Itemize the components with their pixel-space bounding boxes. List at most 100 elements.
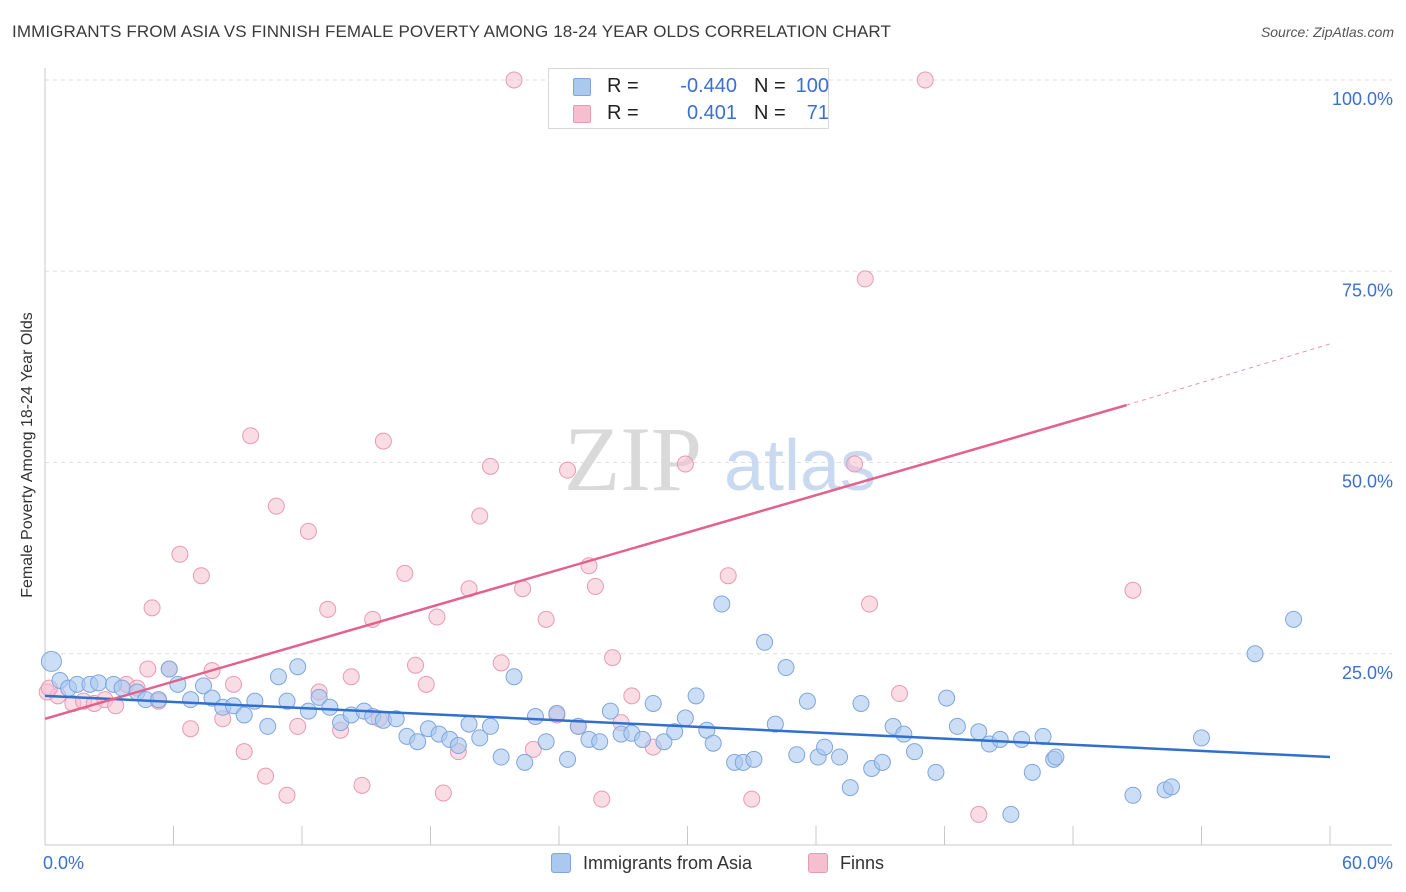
- trend-lines: [44, 343, 1331, 759]
- legend-swatch-pink: [808, 853, 828, 873]
- data-point-immigrants-from-asia: [537, 733, 555, 751]
- legend-swatch-blue: [573, 78, 591, 96]
- trend-line-immigrants-from-asia: [44, 694, 1331, 759]
- data-point-immigrants-from-asia: [766, 715, 784, 733]
- data-point-immigrants-from-asia: [1193, 729, 1210, 747]
- data-point-finns: [257, 767, 275, 785]
- data-point-immigrants-from-asia: [310, 688, 328, 706]
- data-point-immigrants-from-asia: [516, 753, 534, 771]
- data-point-immigrants-from-asia: [299, 702, 317, 720]
- data-point-immigrants-from-asia: [259, 717, 277, 735]
- data-point-finns: [861, 595, 879, 613]
- data-point-finns: [970, 805, 988, 823]
- data-point-immigrants-from-asia: [471, 729, 489, 747]
- data-point-finns: [1124, 581, 1142, 599]
- data-point-finns: [891, 685, 909, 703]
- data-point-immigrants-from-asia: [1246, 645, 1264, 663]
- data-point-immigrants-from-asia: [788, 746, 806, 764]
- data-point-immigrants-from-asia: [409, 733, 427, 751]
- n-value: 71: [806, 102, 829, 124]
- data-point-finns: [139, 660, 157, 678]
- trend-line-finns: [44, 403, 1127, 720]
- data-point-finns: [278, 786, 296, 804]
- data-point-finns: [417, 675, 435, 693]
- data-point-immigrants-from-asia: [182, 691, 200, 709]
- data-point-finns: [289, 717, 307, 735]
- n-value: 100: [795, 75, 829, 97]
- data-point-immigrants-from-asia: [1163, 778, 1181, 796]
- data-point-finns: [407, 656, 425, 674]
- data-point-finns: [856, 270, 874, 288]
- r-label: R =: [607, 102, 639, 124]
- r-value: 0.401: [686, 102, 737, 124]
- y-tick-label: 25.0%: [1342, 663, 1393, 683]
- data-point-finns: [559, 461, 577, 479]
- r-label: R =: [607, 75, 639, 97]
- data-point-immigrants-from-asia: [644, 694, 662, 712]
- data-point-finns: [916, 71, 934, 89]
- r-value: -0.440: [680, 75, 737, 97]
- data-point-immigrants-from-asia: [676, 709, 694, 727]
- data-point-immigrants-from-asia: [559, 750, 577, 768]
- data-point-finns: [593, 790, 611, 808]
- data-point-immigrants-from-asia: [505, 668, 523, 686]
- data-point-finns: [505, 71, 523, 89]
- data-point-immigrants-from-asia: [841, 779, 859, 797]
- data-point-immigrants-from-asia: [481, 717, 499, 735]
- data-point-finns: [235, 743, 253, 761]
- n-label: N =: [754, 75, 786, 97]
- data-point-finns: [524, 740, 542, 758]
- data-point-immigrants-from-asia: [852, 694, 870, 712]
- data-point-immigrants-from-asia: [278, 692, 296, 710]
- data-point-immigrants-from-asia: [1285, 610, 1303, 628]
- data-point-finns: [396, 564, 414, 582]
- data-point-immigrants-from-asia: [591, 733, 609, 751]
- data-point-immigrants-from-asia: [704, 734, 722, 752]
- data-point-finns: [192, 567, 210, 585]
- data-point-immigrants-from-asia: [873, 753, 891, 771]
- data-point-finns: [428, 608, 446, 626]
- data-point-finns: [182, 720, 200, 738]
- data-point-immigrants-from-asia: [666, 723, 684, 741]
- y-tick-label: 50.0%: [1342, 472, 1393, 492]
- data-point-immigrants-from-asia: [948, 717, 966, 735]
- n-label: N =: [754, 102, 786, 124]
- data-point-immigrants-from-asia: [269, 668, 287, 686]
- x-tick-label: 0.0%: [43, 853, 84, 873]
- data-point-immigrants-from-asia: [938, 689, 956, 707]
- data-point-finns: [267, 497, 285, 515]
- data-point-immigrants-from-asia: [1023, 763, 1041, 781]
- data-point-immigrants-from-asia: [777, 659, 795, 677]
- data-point-immigrants-from-asia: [895, 725, 913, 743]
- data-point-finns: [623, 687, 641, 705]
- data-point-immigrants-from-asia: [831, 748, 849, 766]
- data-point-finns: [743, 790, 761, 808]
- data-point-finns: [492, 654, 510, 672]
- data-point-immigrants-from-asia: [1002, 805, 1020, 823]
- data-point-immigrants-from-asia: [687, 687, 705, 705]
- trend-line-finns-extension: [1126, 343, 1331, 406]
- legend-swatch-pink: [573, 105, 591, 123]
- data-point-finns: [719, 567, 737, 585]
- gridlines: [45, 79, 1392, 655]
- stats-legend: R = -0.440 N = 100 R = 0.401 N = 71: [548, 68, 829, 129]
- data-point-finns: [224, 675, 242, 693]
- data-point-immigrants-from-asia: [798, 692, 816, 710]
- data-point-immigrants-from-asia: [634, 730, 652, 748]
- data-point-immigrants-from-asia: [40, 650, 62, 672]
- data-point-immigrants-from-asia: [449, 737, 467, 755]
- data-point-immigrants-from-asia: [991, 730, 1009, 748]
- data-point-finns: [676, 455, 694, 473]
- axes: [44, 68, 1392, 846]
- watermark: ZIP atlas: [564, 408, 876, 510]
- data-point-finns: [319, 600, 337, 618]
- data-point-immigrants-from-asia: [387, 710, 405, 728]
- data-point-immigrants-from-asia: [745, 750, 763, 768]
- data-point-finns: [242, 427, 260, 445]
- data-point-immigrants-from-asia: [194, 677, 212, 695]
- y-tick-label: 75.0%: [1342, 280, 1393, 300]
- legend-label: Finns: [840, 853, 885, 873]
- legend-swatch-blue: [551, 853, 571, 873]
- chart-title: IMMIGRANTS FROM ASIA VS FINNISH FEMALE P…: [12, 22, 891, 41]
- data-point-immigrants-from-asia: [526, 707, 544, 725]
